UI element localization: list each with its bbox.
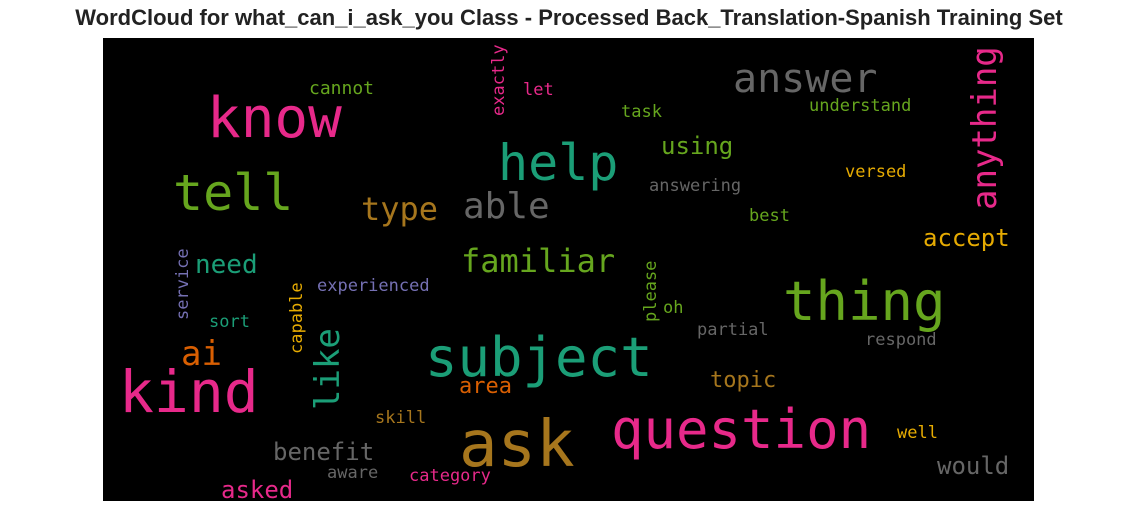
word-please: please [641,261,661,322]
word-thing: thing [783,270,946,333]
word-category: category [409,466,491,486]
word-well: well [897,423,938,443]
word-skill: skill [375,408,426,428]
word-experienced: experienced [317,276,430,296]
wordcloud-canvas: know answer help tell anything type able famili… [103,38,1034,501]
word-service: service [173,248,193,320]
word-exactly: exactly [489,44,509,116]
word-area: area [459,374,512,399]
word-would: would [937,452,1009,480]
word-benefit: benefit [273,438,374,466]
word-answer: answer [733,56,878,102]
word-partial: partial [697,320,769,340]
word-ai: ai [181,334,222,374]
word-know: know [207,86,342,151]
word-oh: oh [663,298,683,318]
word-kind: kind [119,358,259,426]
word-anything: anything [965,46,1005,210]
word-tell: tell [173,164,293,222]
word-need: need [195,250,258,280]
word-versed: versed [845,162,906,182]
word-like: like [308,328,348,410]
word-respond: respond [865,330,937,350]
word-type: type [361,190,438,228]
chart-title: WordCloud for what_can_i_ask_you Class -… [75,5,1063,30]
word-accept: accept [923,224,1010,252]
word-best: best [749,206,790,226]
word-familiar: familiar [461,242,615,280]
wordcloud-svg: know answer help tell anything type able famili… [119,44,1010,501]
word-sort: sort [209,312,250,332]
word-task: task [621,102,662,122]
word-asked: asked [221,476,293,501]
word-subject: subject [425,326,653,389]
word-able: able [463,186,550,227]
word-capable: capable [287,282,307,354]
word-understand: understand [809,96,911,116]
word-let: let [523,80,554,100]
word-ask: ask [459,408,575,482]
word-question: question [611,398,871,461]
word-help: help [498,134,618,192]
word-aware: aware [327,463,378,483]
word-using: using [661,132,733,160]
word-cannot: cannot [309,78,374,99]
word-answering: answering [649,176,741,196]
word-topic: topic [710,368,776,393]
